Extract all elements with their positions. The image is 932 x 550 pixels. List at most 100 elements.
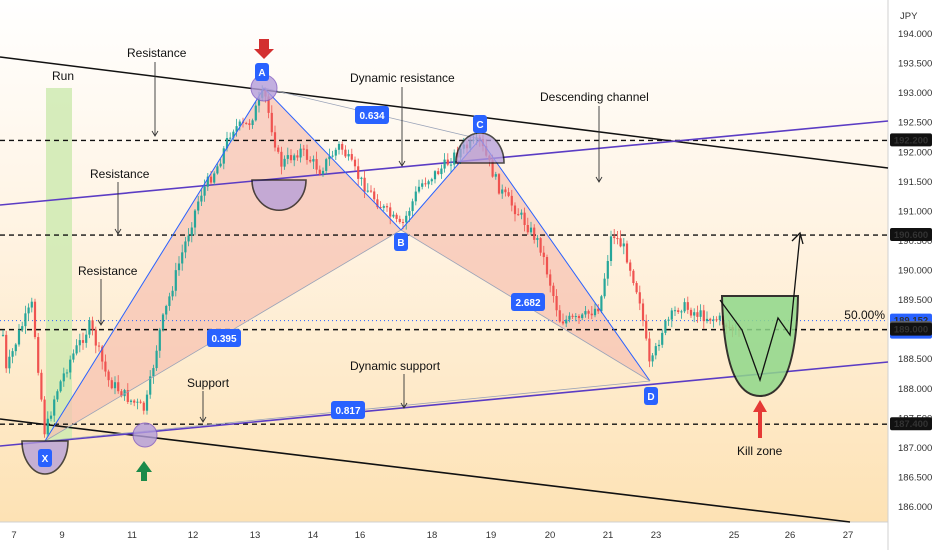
point-tag-label: X (42, 454, 49, 465)
x-tick-label: 20 (545, 530, 556, 541)
support-touch-circle (132, 422, 158, 448)
x-tick-label: 19 (486, 530, 497, 541)
y-tick-label: 193.000 (898, 88, 932, 99)
candle-body (654, 346, 657, 356)
ratio-label: 2.682 (515, 298, 540, 309)
candle-body (571, 315, 574, 317)
annotation-text: Resistance (127, 46, 187, 60)
candle-body (33, 301, 37, 338)
candle-body (389, 207, 392, 217)
ratio-tag (511, 293, 545, 311)
candle-body (184, 241, 187, 253)
candle-body (366, 190, 369, 192)
x-tick-label: 23 (651, 530, 662, 541)
candle-body (254, 105, 257, 121)
candle-body (107, 371, 110, 381)
price-axis-background (888, 0, 932, 550)
candle-body (561, 321, 565, 324)
candle-body (718, 315, 721, 320)
candle-body (142, 402, 145, 411)
x-tick-label: 13 (250, 530, 261, 541)
candle-body (536, 238, 539, 240)
candle-body (117, 382, 120, 392)
candle-body (145, 394, 149, 411)
x-tick-label: 7 (11, 530, 16, 541)
candle-body (88, 320, 91, 335)
x-tick-label: 21 (603, 530, 614, 541)
candle-body (494, 174, 497, 177)
candle-body (545, 257, 549, 275)
y-tick-label: 190.000 (898, 266, 932, 277)
annotation-text: Descending channel (540, 90, 649, 104)
x-tick-label: 18 (427, 530, 438, 541)
ratio-label: 0.634 (359, 111, 384, 122)
y-tick-label: 186.500 (898, 472, 932, 483)
candle-body (584, 311, 587, 315)
candle-body (24, 313, 27, 327)
price-label-box (890, 417, 932, 431)
annotation-pointer-head (595, 176, 603, 183)
price-label-box (890, 228, 932, 242)
candle-body (149, 376, 152, 395)
candle-body (376, 199, 379, 208)
candle-body (203, 186, 206, 196)
point-tag-label: A (258, 68, 265, 79)
candle-body (81, 340, 85, 343)
annotation-text: Run (52, 69, 74, 83)
candle-body (257, 97, 261, 106)
candle-body (587, 311, 590, 314)
y-tick-label: 188.000 (898, 384, 932, 395)
candle-body (344, 149, 347, 157)
y-tick-label: 187.000 (898, 443, 932, 454)
point-tag-c (473, 115, 487, 133)
candle-body (104, 361, 107, 372)
x-tick-label: 25 (729, 530, 740, 541)
candle-body (619, 238, 622, 247)
candle-body (283, 158, 286, 167)
candle-body (174, 270, 177, 291)
candle-body (683, 302, 686, 312)
candle-body (542, 252, 545, 258)
candle-body (593, 308, 597, 316)
candle-body (209, 176, 213, 183)
candle-body (5, 334, 8, 369)
candle-body (424, 183, 427, 185)
candle-body (401, 222, 405, 224)
candle-body (670, 310, 673, 320)
candle-body (69, 359, 72, 373)
candle-body (43, 399, 46, 435)
candle-body (417, 186, 421, 192)
candle-body (187, 235, 190, 242)
candle-body (440, 168, 443, 175)
y-tick-label: 193.500 (898, 59, 932, 70)
candle-body (216, 166, 219, 174)
candle-body (449, 164, 453, 166)
candle-body (645, 320, 648, 339)
kill-zone-cup (720, 295, 800, 398)
candle-body (14, 344, 17, 352)
candle-body (296, 155, 299, 158)
candle-body (101, 346, 104, 362)
candle-body (197, 201, 200, 211)
candle-body (59, 381, 62, 392)
y-tick-label: 192.500 (898, 118, 932, 129)
candle-body (30, 301, 33, 308)
candle-body (1, 334, 5, 336)
candle-body (40, 372, 43, 400)
candle-body (110, 380, 113, 389)
candle-body (430, 179, 433, 182)
candle-body (129, 400, 133, 402)
ratio-tag (331, 401, 365, 419)
candle-body (661, 332, 664, 345)
candle-body (315, 159, 318, 170)
annotation-pointer-head (199, 416, 207, 423)
annotation-pointer-head (97, 319, 105, 326)
y-tick-label: 191.500 (898, 177, 932, 188)
candle-body (443, 159, 446, 169)
x-tick-label: 26 (785, 530, 796, 541)
candle-body (229, 137, 232, 139)
candle-body (85, 334, 88, 343)
candle-body (225, 138, 229, 149)
